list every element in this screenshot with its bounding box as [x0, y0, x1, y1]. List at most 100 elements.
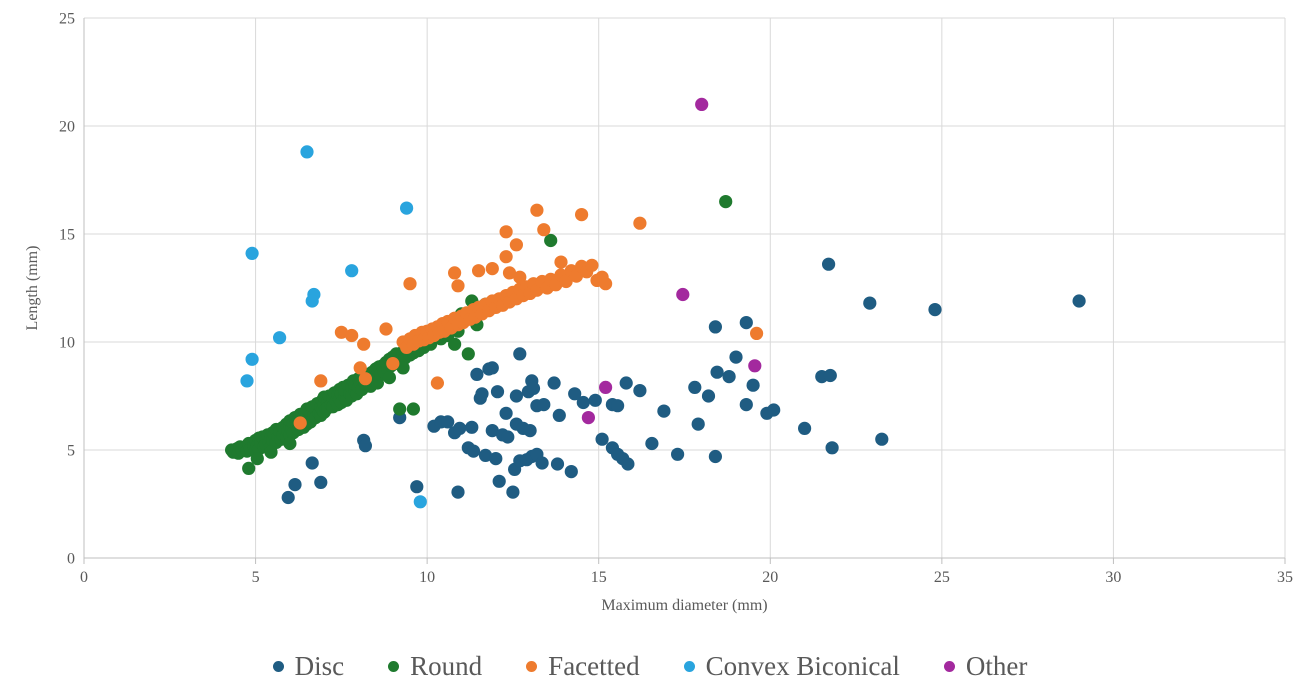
data-point-facetted — [472, 264, 486, 278]
x-axis-title: Maximum diameter (mm) — [601, 597, 768, 614]
data-point-disc — [611, 399, 625, 413]
data-point-round — [448, 337, 462, 351]
data-point-facetted — [430, 376, 444, 390]
data-point-disc — [305, 456, 319, 470]
data-point-disc — [492, 474, 506, 488]
series-convex-biconical — [240, 145, 427, 509]
data-point-facetted — [448, 266, 462, 280]
data-point-facetted — [530, 203, 544, 217]
data-point-disc — [798, 421, 812, 435]
legend: Disc Round Facetted Convex Biconical Other — [0, 646, 1300, 686]
gridlines — [84, 17, 1286, 558]
data-point-disc — [485, 424, 499, 438]
scatter-plot: 0 5 10 15 20 25 0 5 10 15 20 25 30 35 — [59, 11, 1293, 587]
data-point-round — [406, 402, 420, 416]
data-point-disc — [490, 385, 505, 399]
y-tick-label: 20 — [59, 119, 75, 136]
data-point-disc — [526, 381, 541, 395]
y-tick-label: 15 — [59, 227, 75, 244]
axes-lines — [83, 18, 1286, 564]
data-point-disc — [645, 436, 659, 451]
data-point-other — [581, 411, 596, 425]
data-point-disc — [564, 465, 578, 479]
data-point-disc — [537, 398, 551, 412]
data-point-facetted — [502, 266, 517, 280]
data-point-disc — [489, 452, 503, 466]
data-point-disc — [485, 361, 499, 375]
data-point-disc — [358, 439, 372, 453]
data-point-facetted — [549, 278, 563, 292]
data-point-convex-biconical — [245, 246, 259, 260]
data-point-disc — [708, 449, 723, 464]
data-point-facetted — [599, 277, 613, 291]
legend-item-other: Other — [943, 646, 1028, 686]
series-other — [581, 97, 762, 425]
legend-marker-icon — [526, 660, 538, 672]
legend-label: Other — [965, 651, 1028, 681]
data-point-disc — [739, 398, 753, 412]
data-point-disc — [1072, 294, 1086, 308]
data-point-disc — [499, 406, 513, 420]
data-point-disc — [314, 475, 328, 489]
data-point-round — [242, 461, 256, 475]
data-point-disc — [722, 370, 736, 384]
data-point-convex-biconical — [400, 201, 414, 215]
data-point-convex-biconical — [240, 374, 254, 388]
data-point-other — [695, 97, 709, 111]
data-point-facetted — [499, 225, 513, 239]
x-tick-label: 20 — [762, 569, 778, 586]
data-point-disc — [465, 420, 479, 434]
data-point-disc — [506, 485, 520, 499]
data-point-facetted — [386, 357, 400, 371]
tick-labels: 0 5 10 15 20 25 0 5 10 15 20 25 30 35 — [59, 11, 1293, 587]
data-point-disc — [475, 387, 489, 401]
data-point-disc — [875, 432, 889, 446]
x-tick-label: 30 — [1105, 569, 1121, 586]
data-point-disc — [688, 380, 702, 394]
data-point-convex-biconical — [345, 264, 359, 278]
legend-marker-icon — [683, 660, 695, 672]
legend-item-facetted: Facetted — [526, 646, 640, 686]
x-tick-label: 35 — [1277, 569, 1293, 586]
data-point-disc — [451, 485, 465, 499]
data-point-disc — [453, 421, 467, 435]
data-point-disc — [281, 490, 295, 505]
data-point-disc — [535, 456, 549, 470]
legend-item-convex-biconical: Convex Biconical — [683, 646, 900, 686]
data-point-disc — [410, 480, 424, 494]
y-tick-label: 25 — [59, 11, 75, 28]
data-point-convex-biconical — [273, 331, 287, 345]
data-point-disc — [288, 478, 302, 492]
legend-label: Convex Biconical — [705, 651, 900, 681]
data-point-convex-biconical — [300, 145, 314, 159]
x-tick-label: 5 — [252, 569, 260, 586]
data-point-facetted — [403, 277, 417, 291]
data-point-disc — [478, 448, 493, 462]
legend-label: Facetted — [548, 651, 640, 681]
y-axis-title: Length (mm) — [24, 245, 41, 331]
legend-item-disc: Disc — [272, 646, 344, 686]
data-point-facetted — [575, 208, 589, 222]
legend-label: Round — [410, 651, 483, 681]
data-point-convex-biconical — [413, 495, 427, 509]
y-tick-label: 0 — [67, 551, 75, 568]
data-point-facetted — [358, 372, 372, 386]
data-point-disc — [729, 350, 743, 364]
x-tick-label: 0 — [80, 569, 88, 586]
series-round — [225, 195, 733, 475]
data-point-disc — [633, 384, 647, 398]
data-point-round — [544, 233, 558, 248]
data-point-disc — [691, 417, 705, 431]
data-point-facetted — [569, 269, 584, 283]
data-point-disc — [619, 376, 633, 390]
data-point-round — [250, 452, 264, 466]
data-point-disc — [746, 378, 760, 392]
data-point-round — [264, 445, 278, 459]
x-tick-label: 25 — [934, 569, 950, 586]
data-point-facetted — [537, 223, 551, 237]
data-point-disc — [552, 408, 566, 422]
data-point-disc — [708, 320, 723, 334]
data-point-disc — [710, 365, 724, 379]
data-point-convex-biconical — [305, 294, 319, 308]
